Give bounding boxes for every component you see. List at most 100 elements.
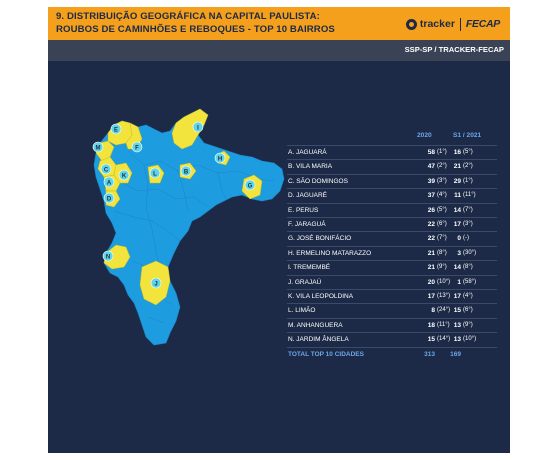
page-title: 9. DISTRIBUIÇÃO GEOGRÁFICA NA CAPITAL PA… bbox=[56, 11, 356, 36]
tracker-logo-text: tracker bbox=[419, 18, 455, 30]
marker-g: G bbox=[244, 179, 256, 191]
row-value-2021: 14 bbox=[453, 206, 461, 214]
table-row: B. VILA MARIA 47 (2°) 21 (2°) bbox=[287, 159, 497, 174]
source-bar: SSP-SP / TRACKER-FECAP bbox=[48, 40, 510, 61]
marker-f: F bbox=[131, 141, 143, 153]
tracker-logo: tracker bbox=[405, 18, 455, 30]
row-value-2020: 39 bbox=[427, 177, 435, 185]
marker-k: K bbox=[118, 169, 130, 181]
header-bar: 9. DISTRIBUIÇÃO GEOGRÁFICA NA CAPITAL PA… bbox=[48, 7, 510, 40]
marker-b: B bbox=[180, 165, 192, 177]
svg-text:I: I bbox=[197, 125, 199, 131]
row-name: K. VILA LEOPOLDINA bbox=[288, 293, 354, 300]
row-name: C. SÃO DOMINGOS bbox=[288, 177, 348, 185]
marker-m: M bbox=[92, 141, 104, 153]
row-rank-2020: (5°) bbox=[437, 206, 447, 213]
row-name: I. TREMEMBÉ bbox=[288, 264, 331, 272]
row-rank-2020: (9°) bbox=[437, 264, 447, 271]
table-row: H. ERMELINO MATARAZZO 21 (8°) 3 (30°) bbox=[287, 245, 497, 261]
table-row: M. ANHANGUERA 18 (11°) 13 (9°) bbox=[287, 317, 497, 333]
row-name: L. LIMÃO bbox=[288, 307, 316, 315]
row-value-2021: 13 bbox=[453, 321, 461, 329]
row-value-2020: 21 bbox=[427, 249, 435, 257]
marker-d: D bbox=[103, 192, 115, 204]
row-value-2021: 29 bbox=[453, 177, 461, 185]
map-markers: A B C D E F G H I J K L M N bbox=[92, 121, 256, 289]
marker-j: J bbox=[150, 277, 162, 289]
svg-text:F: F bbox=[135, 145, 139, 151]
marker-h: H bbox=[214, 152, 226, 164]
row-value-2021: 11 bbox=[454, 192, 461, 200]
row-rank-2021: (6°) bbox=[463, 307, 473, 314]
title-line-1: 9. DISTRIBUIÇÃO GEOGRÁFICA NA CAPITAL PA… bbox=[56, 11, 320, 22]
row-rank-2020: (3°) bbox=[437, 177, 447, 184]
marker-i: I bbox=[192, 121, 204, 133]
table-row: F. JARAGUÁ 22 (6°) 17 (3°) bbox=[287, 217, 497, 232]
row-rank-2021: (11°) bbox=[463, 192, 476, 199]
row-value-2020: 18 bbox=[427, 321, 435, 329]
svg-text:B: B bbox=[184, 169, 189, 175]
table-row: E. PERUS 26 (5°) 14 (7°) bbox=[287, 202, 497, 218]
row-value-2021: 21 bbox=[453, 163, 461, 171]
row-value-2021: 16 bbox=[453, 149, 461, 156]
table-row: C. SÃO DOMINGOS 39 (3°) 29 (1°) bbox=[287, 173, 497, 189]
marker-n: N bbox=[102, 250, 114, 262]
row-name: E. PERUS bbox=[288, 206, 319, 214]
row-rank-2021: (3°) bbox=[463, 221, 473, 227]
row-name: D. JAGUARÉ bbox=[288, 192, 328, 200]
row-rank-2021: (9°) bbox=[463, 321, 473, 328]
svg-text:A: A bbox=[107, 180, 112, 186]
col-header-2020: 2020 bbox=[417, 132, 432, 139]
infographic-card: 9. DISTRIBUIÇÃO GEOGRÁFICA NA CAPITAL PA… bbox=[48, 7, 510, 453]
table-row: J. GRAJAÚ 20 (10°) 1 (58°) bbox=[287, 274, 497, 290]
marker-l: L bbox=[149, 167, 161, 179]
row-value-2020: 8 bbox=[431, 307, 435, 315]
fecap-logo: FECAP bbox=[465, 18, 500, 30]
row-value-2020: 21 bbox=[427, 264, 435, 272]
total-label: TOTAL TOP 10 CIDADES bbox=[288, 350, 364, 358]
row-rank-2021: (58°) bbox=[463, 278, 477, 285]
row-rank-2021: (-) bbox=[463, 235, 469, 242]
row-name: A. JAGUARÁ bbox=[288, 149, 327, 156]
table-row: N. JARDIM ÂNGELA 15 (14°) 13 (10°) bbox=[287, 332, 497, 347]
row-rank-2021: (4°) bbox=[463, 293, 473, 299]
row-rank-2020: (10°) bbox=[437, 278, 451, 285]
col-header-2021: S1 / 2021 bbox=[453, 132, 482, 139]
svg-text:D: D bbox=[107, 196, 112, 202]
row-rank-2021: (10°) bbox=[463, 336, 477, 343]
svg-text:N: N bbox=[106, 254, 110, 260]
row-value-2021: 0 bbox=[457, 235, 461, 243]
table-row: I. TREMEMBÉ 21 (9°) 14 (8°) bbox=[287, 260, 497, 275]
row-rank-2020: (14°) bbox=[437, 336, 451, 343]
svg-text:K: K bbox=[122, 173, 127, 179]
row-value-2020: 22 bbox=[427, 235, 435, 243]
row-rank-2020: (7°) bbox=[437, 235, 447, 242]
row-rank-2020: (1°) bbox=[437, 149, 447, 155]
total-2020: 313 bbox=[424, 350, 435, 358]
table-total-row: TOTAL TOP 10 CIDADES 313 169 bbox=[287, 346, 497, 362]
row-value-2020: 37 bbox=[427, 192, 435, 200]
row-rank-2021: (5°) bbox=[463, 149, 473, 155]
row-rank-2021: (1°) bbox=[463, 177, 473, 184]
row-rank-2021: (2°) bbox=[463, 163, 473, 170]
row-name: N. JARDIM ÂNGELA bbox=[288, 336, 349, 344]
row-value-2020: 58 bbox=[427, 149, 435, 156]
row-value-2020: 20 bbox=[427, 278, 435, 286]
table-row: L. LIMÃO 8 (24°) 15 (6°) bbox=[287, 303, 497, 318]
row-value-2021: 15 bbox=[453, 307, 461, 315]
row-name: B. VILA MARIA bbox=[288, 163, 333, 171]
logos: tracker FECAP bbox=[405, 16, 500, 32]
row-value-2021: 17 bbox=[453, 221, 461, 228]
svg-text:M: M bbox=[96, 145, 101, 151]
row-rank-2021: (7°) bbox=[463, 206, 473, 213]
sao-paulo-map: A B C D E F G H I J K L M N bbox=[92, 108, 285, 346]
row-name: F. JARAGUÁ bbox=[288, 221, 326, 228]
tracker-logo-icon bbox=[405, 18, 417, 30]
row-value-2021: 1 bbox=[457, 278, 461, 286]
row-rank-2021: (8°) bbox=[463, 264, 473, 271]
row-rank-2020: (8°) bbox=[437, 249, 447, 256]
row-value-2020: 47 bbox=[427, 163, 435, 171]
row-value-2021: 3 bbox=[457, 249, 461, 257]
logo-divider bbox=[459, 17, 461, 31]
marker-a: A bbox=[103, 176, 115, 188]
